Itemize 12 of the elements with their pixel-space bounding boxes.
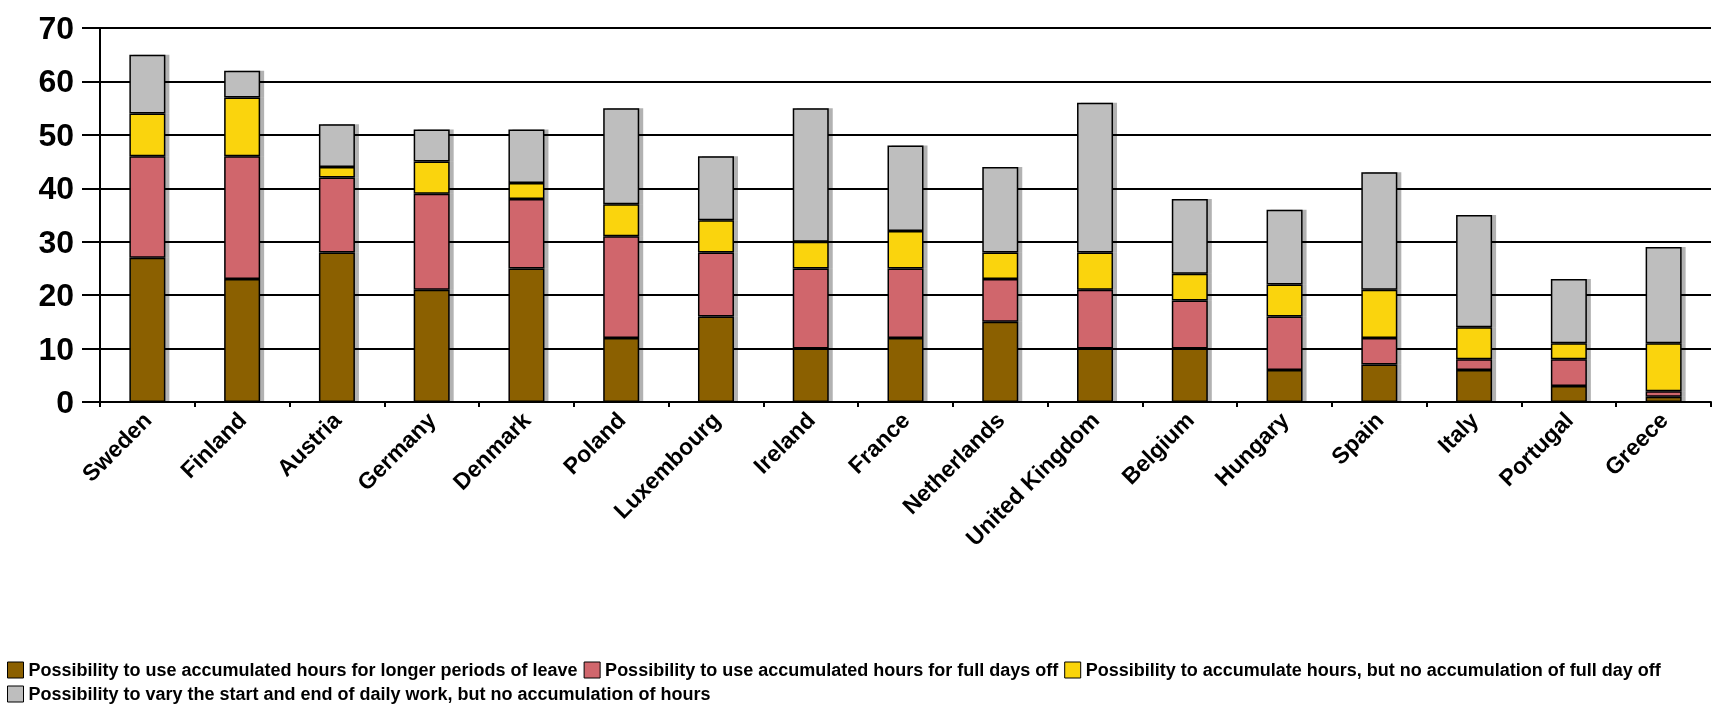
y-tick-label: 30 bbox=[38, 223, 74, 260]
y-tick-label: 50 bbox=[38, 116, 74, 153]
y-tick-label: 0 bbox=[56, 384, 74, 420]
y-tick-label: 70 bbox=[38, 10, 74, 46]
y-tick-label: 40 bbox=[38, 170, 74, 207]
y-tick-label: 10 bbox=[38, 330, 74, 367]
legend-label: Possibility to use accumulated hours for full days off bbox=[605, 660, 1060, 680]
legend-label: Possibility to vary the start and end of daily work, but no accumulation of hours bbox=[28, 684, 711, 704]
y-tick-label: 60 bbox=[38, 63, 74, 100]
legend-label: Possibility to accumulate hours, but no accumulation of full day off bbox=[1085, 660, 1662, 680]
legend-label: Possibility to use accumulated hours for longer periods of leave bbox=[28, 660, 578, 680]
y-tick-label: 20 bbox=[38, 277, 74, 314]
